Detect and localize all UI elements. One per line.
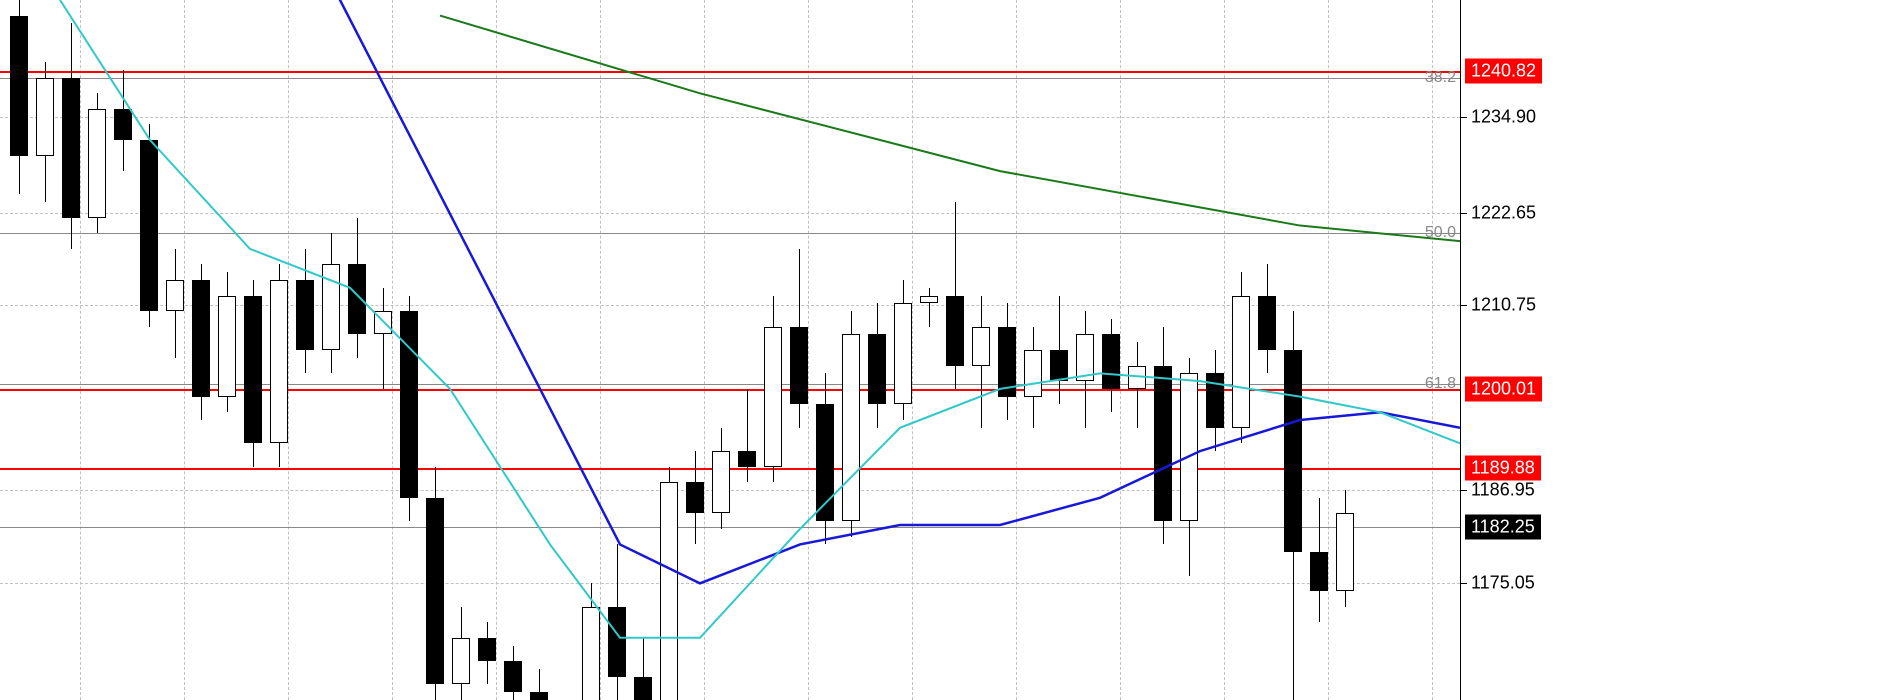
axis-label: 1175.05 — [1471, 572, 1535, 593]
candle-body — [1076, 334, 1094, 381]
candle-body — [10, 16, 28, 156]
candle-body — [192, 280, 210, 397]
candle-body — [660, 482, 678, 700]
candle-body — [348, 264, 366, 334]
price-level-line — [0, 468, 1460, 470]
axis-tick — [1461, 583, 1467, 584]
candle-body — [894, 303, 912, 404]
candle-body — [62, 78, 80, 218]
axis-tick — [1461, 117, 1467, 118]
price-axis: 1234.90 1222.65 1210.75 1186.95 1175.05 1240.… — [1461, 0, 1900, 700]
candle-body — [322, 264, 340, 350]
candle-body — [36, 78, 54, 156]
candle-body — [1232, 296, 1250, 428]
candle-wick — [383, 288, 384, 389]
candle-body — [114, 109, 132, 140]
fib-level-label: 50.0 — [1425, 224, 1456, 242]
candle-body — [868, 334, 886, 404]
candle-body — [946, 296, 964, 366]
candle-body — [1024, 350, 1042, 397]
fib-level-label: 61.8 — [1425, 375, 1456, 393]
candle-body — [920, 296, 938, 304]
candle-body — [426, 498, 444, 685]
gridline-horizontal — [0, 213, 1460, 214]
gridline-vertical — [1224, 0, 1225, 700]
candle-body — [686, 482, 704, 513]
plot-area[interactable]: 38.2 50.0 61.8 — [0, 0, 1461, 700]
candle-body — [1206, 373, 1224, 427]
candle-body — [998, 327, 1016, 397]
gridline-vertical — [184, 0, 185, 700]
candle-body — [530, 692, 548, 700]
price-level-line — [0, 233, 1460, 234]
candle-body — [790, 327, 808, 405]
candle-body — [1154, 366, 1172, 522]
candle-body — [504, 661, 522, 692]
axis-label: 1186.95 — [1471, 480, 1535, 501]
axis-label: 1210.75 — [1471, 295, 1536, 316]
price-tag: 1182.25 — [1465, 514, 1541, 539]
gridline-vertical — [912, 0, 913, 700]
gridline-vertical — [600, 0, 601, 700]
gridline-horizontal — [0, 117, 1460, 118]
candle-body — [270, 280, 288, 443]
candle-body — [400, 311, 418, 498]
candle-body — [1284, 350, 1302, 552]
ma-green — [440, 16, 1460, 242]
candle-body — [712, 451, 730, 513]
candle-body — [1180, 373, 1198, 521]
candle-body — [608, 607, 626, 677]
candle-body — [1128, 366, 1146, 389]
candle-body — [972, 327, 990, 366]
candle-body — [218, 296, 236, 397]
gridline-vertical — [704, 0, 705, 700]
candle-body — [1310, 552, 1328, 591]
price-tag: 1189.88 — [1465, 455, 1541, 480]
gridline-horizontal — [0, 490, 1460, 491]
gridline-vertical — [496, 0, 497, 700]
candle-body — [1050, 350, 1068, 381]
candle-body — [1258, 296, 1276, 350]
axis-tick — [1461, 490, 1467, 491]
candle-body — [478, 638, 496, 661]
axis-tick — [1461, 213, 1467, 214]
axis-label: 1234.90 — [1471, 107, 1536, 128]
candle-body — [452, 638, 470, 685]
candle-body — [842, 334, 860, 521]
gridline-vertical — [1432, 0, 1433, 700]
candle-wick — [747, 389, 748, 482]
candle-body — [374, 311, 392, 334]
price-level-line — [0, 78, 1460, 79]
price-tag: 1240.82 — [1465, 59, 1542, 84]
gridline-vertical — [1120, 0, 1121, 700]
axis-tick — [1461, 305, 1467, 306]
fib-level-label: 38.2 — [1425, 69, 1456, 87]
candle-body — [582, 607, 600, 700]
price-level-line — [0, 527, 1460, 528]
gridline-vertical — [288, 0, 289, 700]
candle-body — [140, 140, 158, 311]
gridline-vertical — [80, 0, 81, 700]
candle-body — [88, 109, 106, 218]
candle-body — [738, 451, 756, 467]
gridline-vertical — [392, 0, 393, 700]
price-level-line — [0, 71, 1460, 73]
candle-body — [634, 677, 652, 700]
gridline-vertical — [808, 0, 809, 700]
candle-body — [1102, 334, 1120, 388]
candlestick-chart[interactable]: 38.2 50.0 61.8 1234.90 1222.65 1210.75 1186.9… — [0, 0, 1900, 700]
candle-body — [1336, 513, 1354, 591]
gridline-vertical — [1016, 0, 1017, 700]
gridline-vertical — [1328, 0, 1329, 700]
candle-body — [244, 296, 262, 444]
candle-body — [296, 280, 314, 350]
candle-body — [764, 327, 782, 467]
candle-body — [166, 280, 184, 311]
candle-wick — [929, 288, 930, 327]
candle-body — [816, 404, 834, 521]
price-tag: 1200.01 — [1465, 376, 1542, 401]
gridline-horizontal — [0, 583, 1460, 584]
axis-label: 1222.65 — [1471, 202, 1536, 223]
